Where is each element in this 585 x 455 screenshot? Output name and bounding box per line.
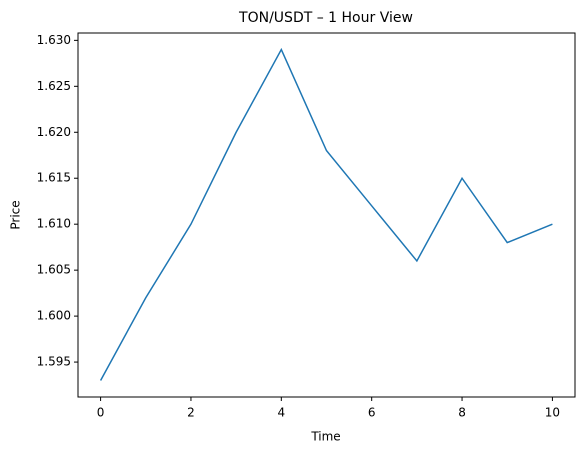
line-series bbox=[99, 47, 553, 381]
y-tick-label: 1.605 bbox=[37, 263, 71, 277]
x-tick-label: 8 bbox=[458, 406, 466, 420]
y-tick-label: 1.595 bbox=[37, 355, 71, 369]
y-tick-label: 1.600 bbox=[37, 309, 71, 323]
chart-title: TON/USDT – 1 Hour View bbox=[238, 10, 413, 26]
x-tick-label: 2 bbox=[187, 406, 195, 420]
x-tick-label: 4 bbox=[277, 406, 285, 420]
y-axis-label: Price bbox=[9, 200, 23, 229]
y-tick-label: 1.625 bbox=[37, 79, 71, 93]
y-tick-label: 1.615 bbox=[37, 171, 71, 185]
x-axis-label: Time bbox=[310, 430, 340, 444]
axes-frame bbox=[77, 32, 576, 398]
y-tick-label: 1.620 bbox=[37, 125, 71, 139]
y-tick-label: 1.610 bbox=[37, 217, 71, 231]
y-tick-label: 1.630 bbox=[37, 33, 71, 47]
x-tick-label: 0 bbox=[97, 406, 105, 420]
x-tick-label: 6 bbox=[368, 406, 376, 420]
x-tick-label: 10 bbox=[545, 406, 560, 420]
